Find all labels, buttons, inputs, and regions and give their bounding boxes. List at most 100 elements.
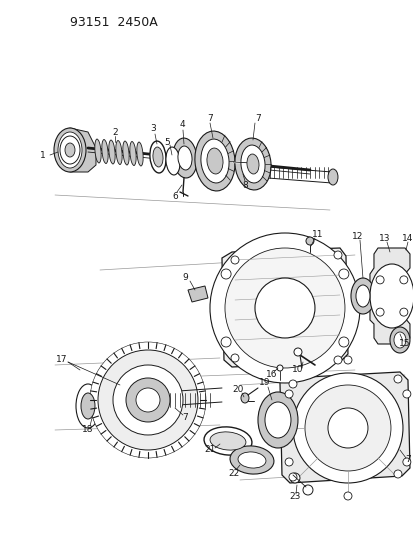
Text: 13: 13: [378, 233, 390, 243]
Ellipse shape: [209, 233, 359, 383]
Ellipse shape: [234, 138, 271, 190]
Ellipse shape: [224, 248, 344, 368]
Ellipse shape: [254, 278, 314, 338]
Ellipse shape: [237, 452, 265, 468]
Text: 18: 18: [82, 425, 93, 434]
Ellipse shape: [54, 128, 86, 172]
Circle shape: [399, 308, 407, 316]
Circle shape: [285, 458, 292, 466]
Ellipse shape: [204, 427, 252, 455]
Ellipse shape: [200, 139, 228, 183]
Text: 21: 21: [204, 446, 215, 455]
Text: 7: 7: [254, 114, 260, 123]
Ellipse shape: [355, 285, 369, 307]
Circle shape: [285, 390, 292, 398]
Text: 14: 14: [401, 233, 413, 243]
Text: 1: 1: [40, 150, 46, 159]
Ellipse shape: [116, 141, 122, 165]
Ellipse shape: [136, 142, 143, 166]
Circle shape: [338, 269, 348, 279]
Ellipse shape: [369, 264, 413, 328]
Circle shape: [375, 276, 383, 284]
Ellipse shape: [109, 140, 115, 164]
Ellipse shape: [305, 237, 313, 245]
Circle shape: [399, 276, 407, 284]
Ellipse shape: [304, 385, 390, 471]
Ellipse shape: [264, 402, 290, 438]
Text: 93151  2450A: 93151 2450A: [70, 16, 157, 29]
Text: 6: 6: [172, 191, 178, 200]
Text: 7: 7: [182, 414, 188, 423]
Text: 16: 16: [266, 370, 277, 379]
Text: 23: 23: [289, 492, 300, 502]
Ellipse shape: [246, 154, 259, 174]
Circle shape: [343, 356, 351, 364]
Text: 12: 12: [351, 231, 363, 240]
Text: 11: 11: [311, 230, 323, 238]
Text: 17: 17: [56, 356, 68, 365]
Text: 8: 8: [242, 181, 247, 190]
Circle shape: [393, 375, 401, 383]
Ellipse shape: [123, 141, 129, 165]
Circle shape: [230, 354, 238, 362]
Circle shape: [221, 337, 230, 347]
Polygon shape: [369, 248, 409, 344]
Ellipse shape: [240, 145, 264, 183]
Circle shape: [402, 390, 410, 398]
Ellipse shape: [209, 432, 245, 450]
Ellipse shape: [393, 332, 405, 348]
Ellipse shape: [58, 132, 82, 168]
Text: 20: 20: [232, 385, 243, 394]
Text: 3: 3: [150, 124, 155, 133]
Ellipse shape: [292, 373, 402, 483]
Circle shape: [333, 356, 341, 364]
Ellipse shape: [97, 395, 111, 421]
Ellipse shape: [327, 408, 367, 448]
Circle shape: [293, 348, 301, 356]
Ellipse shape: [95, 139, 101, 163]
Text: 15: 15: [398, 340, 410, 349]
Polygon shape: [221, 248, 347, 367]
Ellipse shape: [98, 350, 197, 450]
Ellipse shape: [102, 140, 108, 164]
Ellipse shape: [60, 136, 80, 164]
Ellipse shape: [389, 327, 409, 353]
Ellipse shape: [173, 138, 197, 178]
Text: 7: 7: [206, 114, 212, 123]
Ellipse shape: [130, 142, 136, 165]
Ellipse shape: [150, 141, 166, 173]
Ellipse shape: [230, 446, 273, 474]
Polygon shape: [279, 372, 409, 483]
Text: 22: 22: [228, 470, 239, 479]
Ellipse shape: [65, 143, 75, 157]
Circle shape: [343, 492, 351, 500]
Polygon shape: [58, 128, 96, 172]
Circle shape: [338, 337, 348, 347]
Polygon shape: [188, 286, 207, 302]
Circle shape: [333, 251, 341, 259]
Text: 10: 10: [292, 366, 303, 375]
Ellipse shape: [152, 147, 163, 167]
Circle shape: [289, 473, 299, 483]
Ellipse shape: [195, 131, 235, 191]
Circle shape: [402, 458, 410, 466]
Text: 2: 2: [112, 127, 118, 136]
Ellipse shape: [113, 365, 183, 435]
Ellipse shape: [90, 342, 206, 458]
Ellipse shape: [76, 384, 100, 428]
Ellipse shape: [126, 378, 170, 422]
Text: 4: 4: [179, 119, 184, 128]
Ellipse shape: [135, 388, 159, 412]
Ellipse shape: [206, 148, 223, 174]
Ellipse shape: [257, 392, 297, 448]
Circle shape: [393, 470, 401, 478]
Circle shape: [288, 380, 296, 388]
Circle shape: [276, 365, 282, 371]
Text: 9: 9: [182, 273, 188, 282]
Circle shape: [288, 473, 296, 481]
Circle shape: [221, 269, 230, 279]
Text: 5: 5: [164, 138, 169, 147]
Ellipse shape: [178, 146, 192, 170]
Circle shape: [375, 308, 383, 316]
Circle shape: [302, 485, 312, 495]
